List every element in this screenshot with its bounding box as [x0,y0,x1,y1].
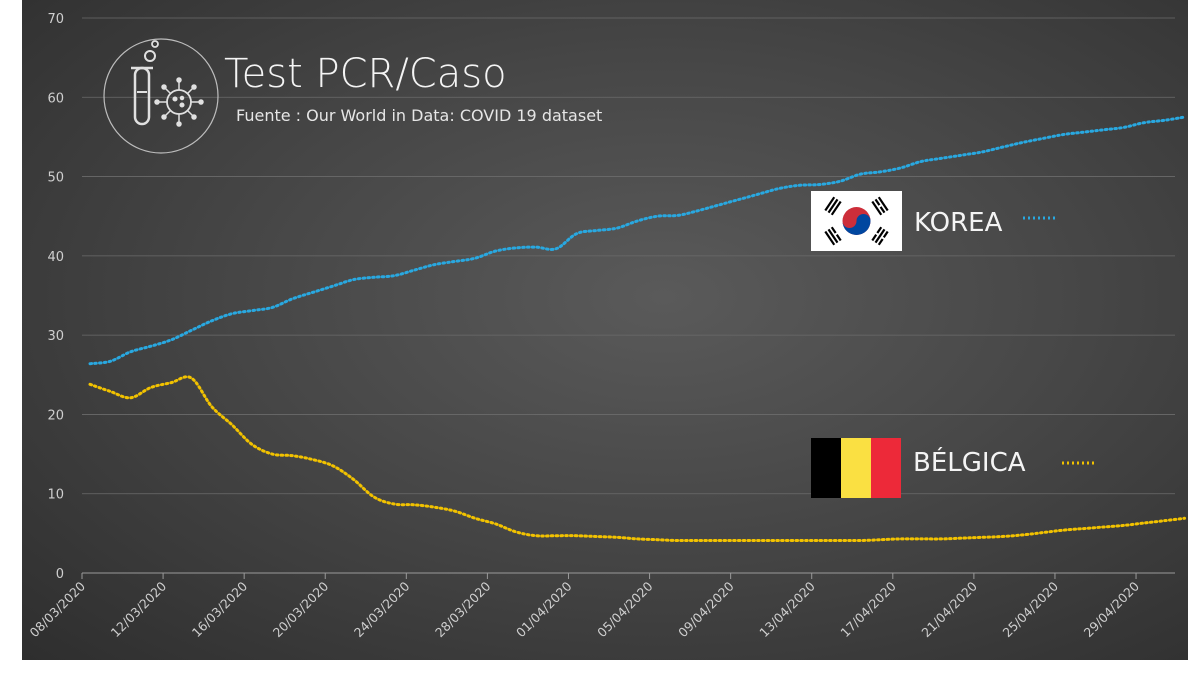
x-tick-label: 08/03/2020 [27,578,89,640]
legend-label-korea: KOREA [914,208,1003,238]
series-line-belgica [88,375,1187,543]
legend-belgica: BÉLGICA [811,438,1097,498]
y-tick-label: 40 [47,250,64,265]
y-tick-label: 10 [47,488,64,503]
x-tick-label: 12/03/2020 [108,578,170,640]
south-korea-flag-icon [811,191,902,251]
test-tube-virus-logo-icon [103,38,219,154]
legend-korea: KOREA [811,191,1058,251]
y-tick-label: 30 [47,329,64,344]
y-axis-ticks: 0 10 20 30 40 50 60 70 [47,12,64,582]
y-tick-label: 50 [47,171,64,186]
x-tick-label: 25/04/2020 [1000,578,1062,640]
chart-title: Test PCR/Caso [224,51,507,97]
x-tick-label: 09/04/2020 [675,578,737,640]
chart-subtitle: Fuente : Our World in Data: COVID 19 dat… [236,106,602,125]
belgium-flag-icon [811,438,901,498]
x-tick-label: 24/03/2020 [351,578,413,640]
x-tick-label: 28/03/2020 [432,578,494,640]
x-tick-label: 13/04/2020 [756,578,818,640]
series-line-korea [88,115,1187,366]
x-tick-label: 17/04/2020 [837,578,899,640]
x-axis-ticks: 08/03/2020 12/03/2020 16/03/2020 20/03/2020… [27,573,1143,640]
x-tick-label: 01/04/2020 [513,578,575,640]
y-tick-label: 60 [47,91,64,106]
x-tick-label: 21/04/2020 [918,578,980,640]
legend-label-belgica: BÉLGICA [913,446,1026,478]
series-layer [88,115,1187,543]
x-tick-label: 20/03/2020 [270,578,332,640]
x-tick-label: 05/04/2020 [594,578,656,640]
gridlines [82,17,1175,495]
x-tick-label: 29/04/2020 [1081,578,1143,640]
x-tick-label: 16/03/2020 [189,578,251,640]
y-tick-label: 70 [47,12,64,27]
y-tick-label: 0 [56,567,64,582]
y-tick-label: 20 [47,408,64,423]
